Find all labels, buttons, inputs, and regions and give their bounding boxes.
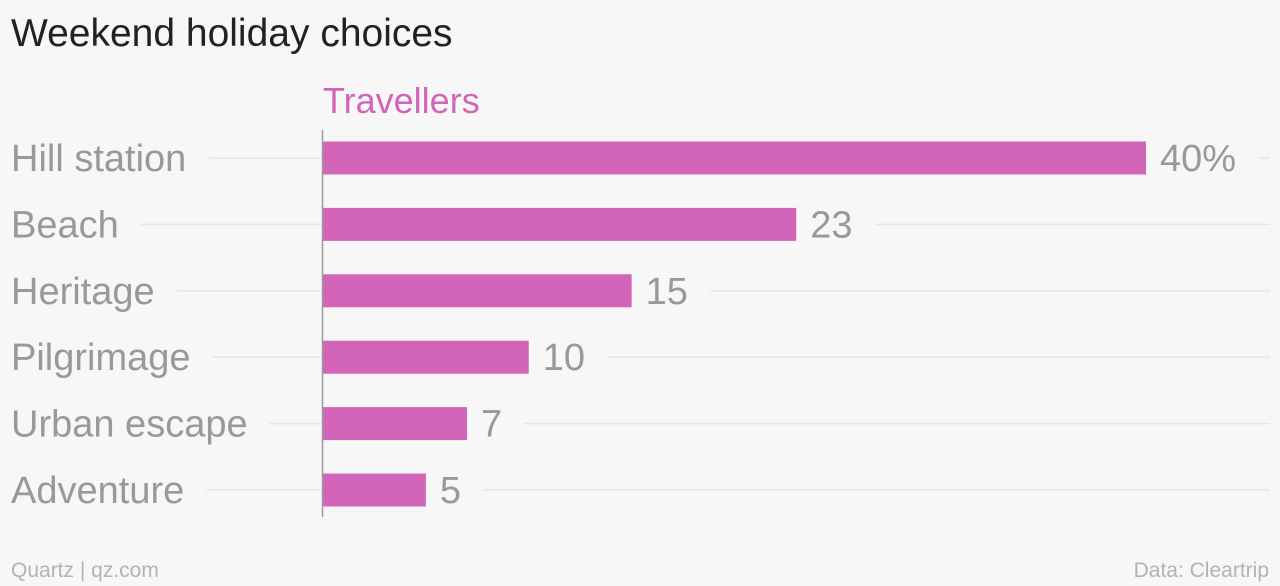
bar [323, 473, 426, 507]
value-label: 5 [440, 470, 461, 512]
bar [323, 274, 632, 308]
value-label: 7 [481, 404, 502, 446]
value-label: 23 [810, 204, 852, 246]
bar [323, 207, 797, 241]
chart-title: Weekend holiday choices [11, 12, 453, 55]
footer-source-right: Data: Cleartrip [1133, 559, 1269, 582]
value-labels: 40% 23 15 10 75 [440, 138, 1236, 512]
category-label: Heritage [11, 271, 155, 313]
category-label: Adventure [11, 470, 184, 512]
footer-source-left: Quartz | qz.com [11, 559, 159, 582]
series-label: Travellers [323, 80, 480, 121]
category-label: Pilgrimage [11, 337, 191, 379]
bars [323, 141, 1146, 507]
value-label: 40% [1160, 138, 1236, 180]
value-label: 15 [646, 271, 688, 313]
bar [323, 407, 468, 441]
category-labels: Hill station Beach Heritage Pilgrimage Urban… [11, 138, 248, 512]
bar [323, 141, 1146, 175]
bar [323, 340, 529, 374]
category-label: Hill station [11, 138, 186, 180]
category-label: Beach [11, 204, 119, 246]
gridlines [140, 157, 1270, 491]
value-label: 10 [543, 337, 585, 379]
category-label: Urban escape [11, 404, 248, 446]
